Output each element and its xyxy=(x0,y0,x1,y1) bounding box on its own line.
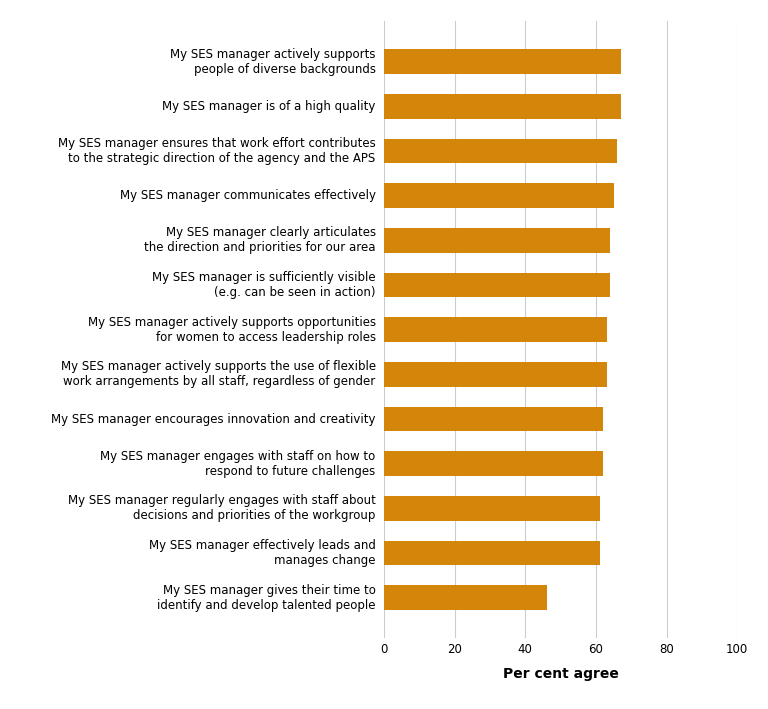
Bar xyxy=(384,452,603,476)
Bar xyxy=(384,139,617,163)
Bar xyxy=(384,50,621,74)
Bar xyxy=(384,541,600,565)
Bar xyxy=(384,496,600,520)
Bar xyxy=(384,586,547,610)
Bar xyxy=(384,228,610,252)
Bar xyxy=(384,407,603,431)
Bar xyxy=(384,362,607,386)
X-axis label: Per cent agree: Per cent agree xyxy=(503,667,618,681)
Bar xyxy=(384,184,614,208)
Bar xyxy=(384,318,607,342)
Bar xyxy=(384,94,621,118)
Bar xyxy=(384,273,610,297)
